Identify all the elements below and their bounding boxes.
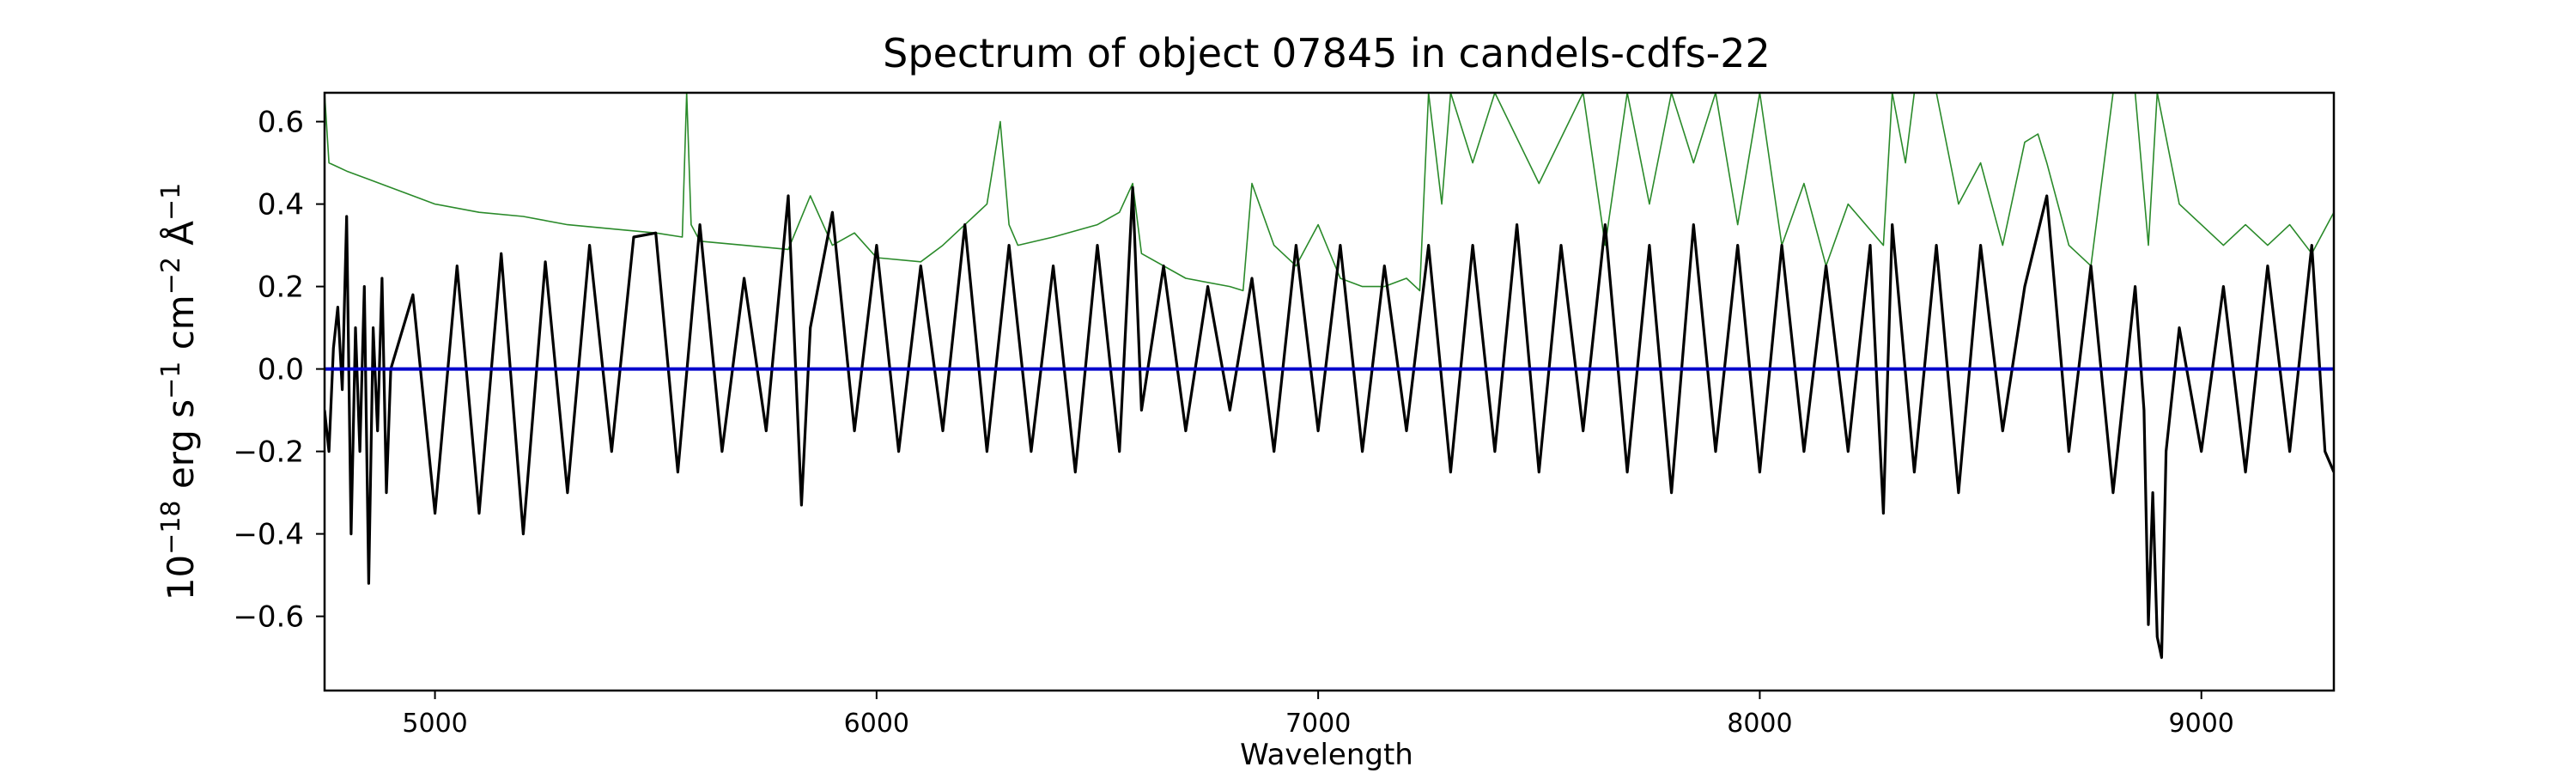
x-tick-label: 8000: [1727, 709, 1792, 739]
x-tick-label: 6000: [844, 709, 909, 739]
y-tick-label: −0.4: [233, 518, 304, 552]
y-tick-label: 0.0: [258, 353, 304, 387]
y-axis-label: 10−18 erg s−1 cm−2 Å−1: [156, 183, 202, 601]
y-tick-label: 0.6: [258, 106, 304, 140]
x-tick-label: 9000: [2169, 709, 2234, 739]
x-axis-ticks: 5000 6000 7000 8000 9000: [402, 691, 2234, 739]
x-tick-label: 5000: [402, 709, 467, 739]
y-tick-label: −0.6: [233, 600, 304, 635]
y-tick-label: 0.4: [258, 188, 304, 222]
y-axis-ticks: −0.6 −0.4 −0.2 0.0 0.2 0.4 0.6: [233, 106, 325, 635]
x-tick-label: 7000: [1285, 709, 1351, 739]
y-tick-label: −0.2: [233, 435, 304, 470]
plot-frame: [323, 91, 2336, 692]
plot-area: [325, 93, 2334, 660]
chart-title: Spectrum of object 07845 in candels-cdfs…: [883, 30, 1771, 76]
flux-spectrum-line: [325, 186, 2334, 660]
x-axis-label: Wavelength: [1240, 738, 1413, 772]
y-tick-label: 0.2: [258, 271, 304, 305]
noise-spectrum-line: [325, 93, 2334, 292]
